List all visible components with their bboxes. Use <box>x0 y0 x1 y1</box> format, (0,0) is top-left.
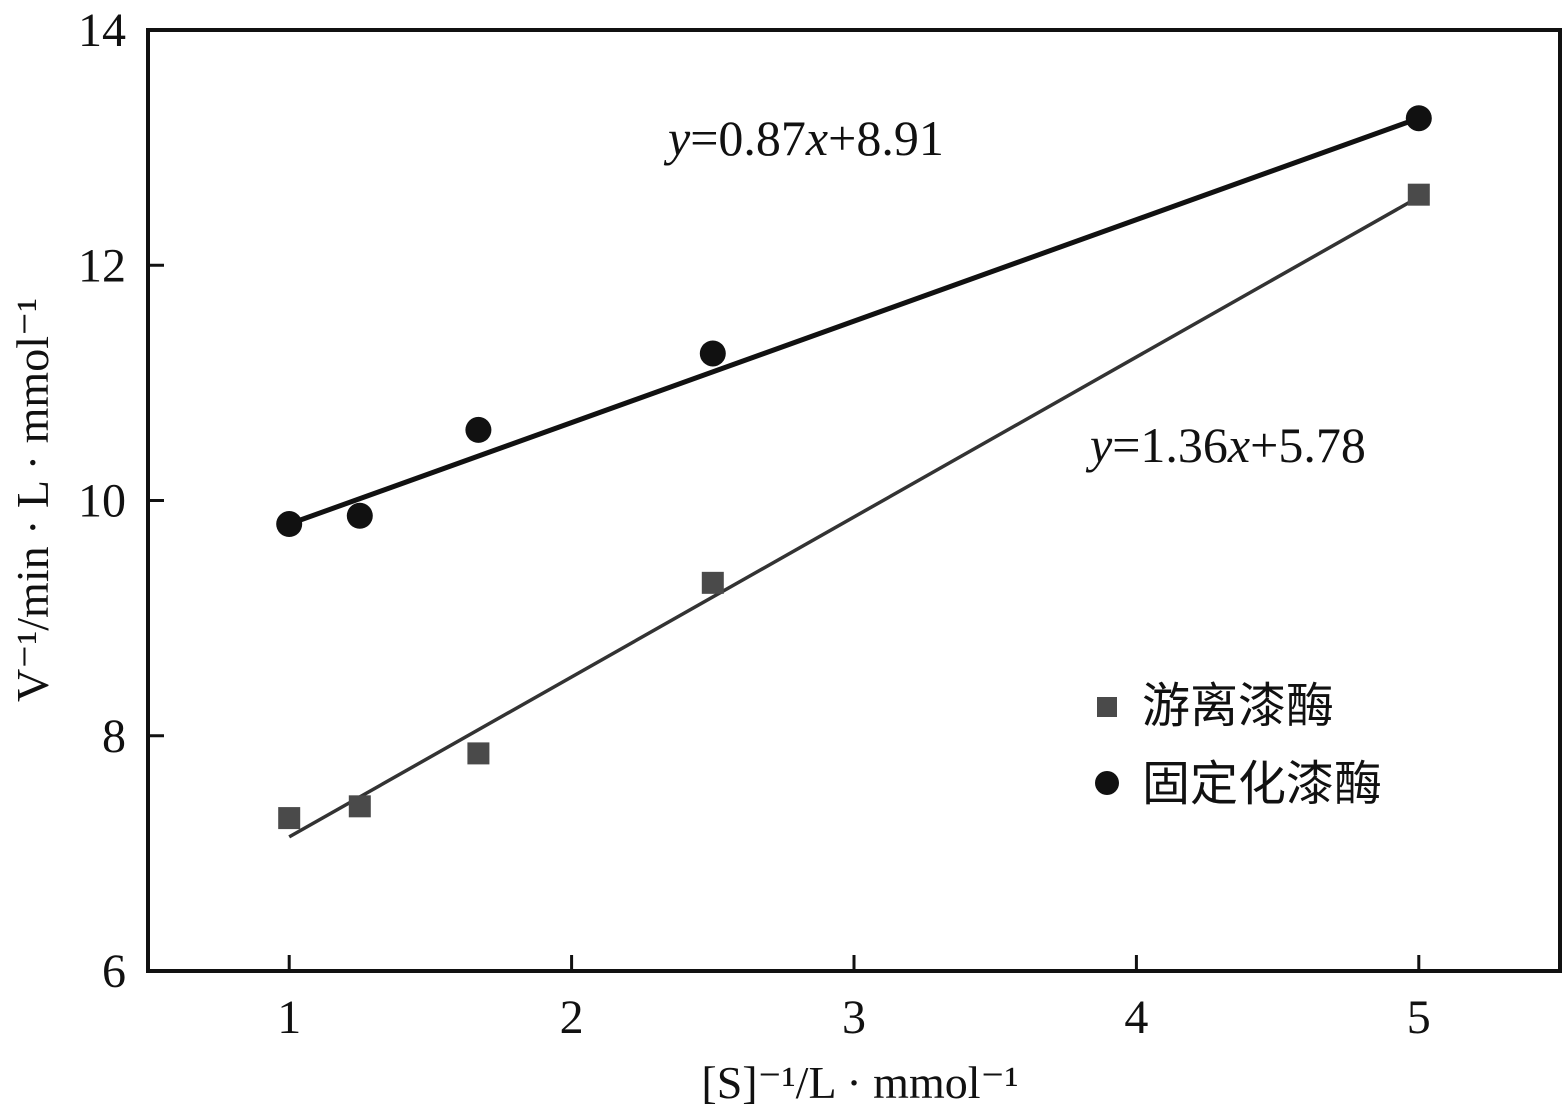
data-point-circle <box>465 416 492 443</box>
data-point-circle <box>1405 105 1432 132</box>
data-points <box>276 105 1432 830</box>
y-tick-label: 8 <box>102 710 126 763</box>
x-tick-label: 1 <box>277 991 301 1044</box>
y-tick-label: 12 <box>78 239 126 292</box>
legend-marker-immobilized <box>1095 771 1119 795</box>
y-axis-title: V⁻¹/min · L · mmol⁻¹ <box>7 298 58 702</box>
x-tick-label: 2 <box>560 991 584 1044</box>
x-tick-label: 3 <box>842 991 866 1044</box>
data-point-circle <box>276 511 303 538</box>
y-tick-label: 10 <box>78 475 126 528</box>
x-tick-label: 4 <box>1124 991 1148 1044</box>
data-point-square <box>701 571 724 594</box>
legend: 游离漆酶 固定化漆酶 <box>1095 678 1382 812</box>
y-tick-label: 6 <box>102 945 126 998</box>
data-point-square <box>467 742 490 765</box>
fit-lines <box>288 115 1420 839</box>
data-point-circle <box>699 340 726 367</box>
legend-label-free: 游离漆酶 <box>1142 678 1334 734</box>
data-point-square <box>1407 183 1430 206</box>
x-axis-title: [S]⁻¹/L · mmol⁻¹ <box>701 1057 1018 1108</box>
fit-line <box>288 195 1420 839</box>
fit-equation-immobilized: y=0.87x+8.91 <box>663 110 944 166</box>
data-point-square <box>278 807 301 830</box>
data-point-circle <box>346 502 373 529</box>
fit-equation-free: y=1.36x+5.78 <box>1085 417 1366 473</box>
legend-marker-free <box>1097 697 1117 717</box>
fit-line <box>288 115 1420 527</box>
x-tick-label: 5 <box>1407 991 1431 1044</box>
y-tick-label: 14 <box>78 4 126 57</box>
legend-label-immobilized: 固定化漆酶 <box>1142 756 1382 812</box>
data-point-square <box>348 795 371 818</box>
